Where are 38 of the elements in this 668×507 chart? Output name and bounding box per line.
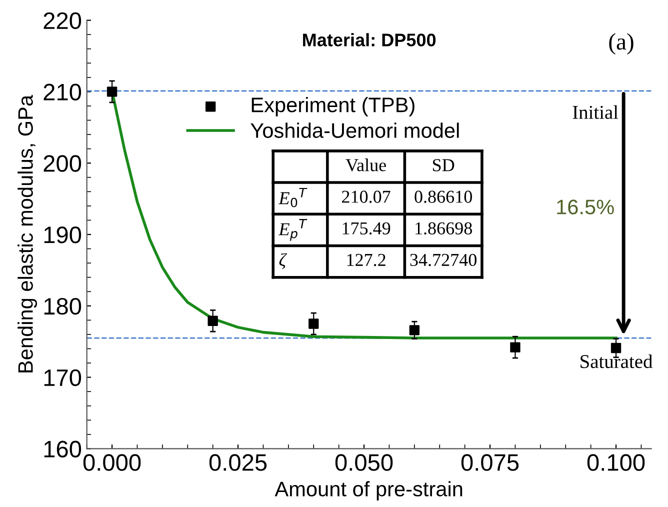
annotation: 175.49 [342,222,390,235]
x-tick-label: 0.075 [461,454,519,471]
x-tick-label: 0.050 [335,454,393,471]
ref-line-label: Saturated [580,354,652,368]
y-tick-label: 220 [44,12,82,30]
point [308,318,319,329]
y-tick-label: 200 [44,155,82,172]
x-tick-label: 0.000 [83,454,141,471]
y-tick-label: 160 [44,440,82,458]
point [409,325,420,336]
text: Material: DP500 [303,33,436,46]
legend-label: Experiment (TPB) [252,96,414,116]
y-tick-label: 210 [44,84,82,100]
annotation: 210.07 [342,190,390,203]
ref-line-label: Initial [572,105,618,119]
y-tick-label: 170 [44,369,82,386]
y-tick-label: 180 [44,298,82,315]
annotation: E$_{0}$$^{T}$ [278,188,308,208]
legend-label: Yoshida-Uemori model [250,122,459,138]
annotation: SD [432,159,454,172]
annotation: 1.86698 [416,222,472,235]
annotation: 16.5% [557,200,614,214]
annotation: 34.72740 [410,254,476,266]
x-tick-label: 0.025 [209,454,267,471]
annotation: E$_{p}$$^{T}$ [278,219,308,241]
annotation: 127.2 [347,254,386,266]
point [610,342,622,354]
annotation: (a) [609,33,634,55]
annotation: ζ [279,253,288,269]
x-tick-label: 0.100 [587,454,645,471]
annotation: 0.86610 [414,190,472,203]
y-tick-label: 190 [44,226,82,244]
point [208,316,218,326]
point [510,342,520,352]
y-axis-title: Bending elastic modulus, GPa [18,94,38,372]
x-axis-title: Amount of pre-strain [274,481,462,501]
point [106,86,118,97]
annotation: Value [346,158,386,172]
